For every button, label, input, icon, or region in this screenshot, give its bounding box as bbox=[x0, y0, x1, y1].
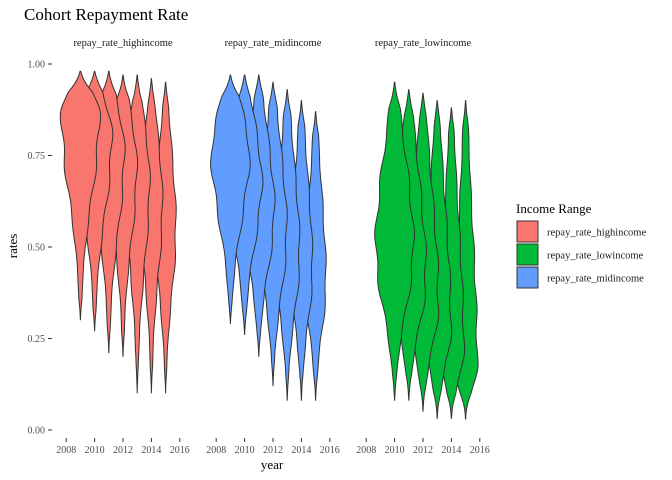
x-tick-label: 2016 bbox=[170, 445, 190, 456]
x-tick-label: 2010 bbox=[235, 445, 255, 456]
facet-panel-repay_rate_highincome: repay_rate_highincome 2008 2010 2012 2014 201… bbox=[56, 38, 190, 456]
facet-strip-label: repay_rate_highincome bbox=[73, 38, 172, 49]
facet-panel-repay_rate_midincome: repay_rate_midincome 2008 2010 2012 2014 2016 bbox=[206, 38, 340, 456]
legend-title: Income Range bbox=[516, 201, 592, 216]
x-tick-label: 2010 bbox=[385, 445, 405, 456]
x-axis-title: year bbox=[261, 457, 284, 472]
y-axis-title: rates bbox=[5, 234, 20, 259]
x-tick-label: 2014 bbox=[141, 445, 161, 456]
x-tick-label: 2012 bbox=[263, 445, 283, 456]
legend-label: repay_rate_lowincome bbox=[547, 251, 644, 262]
violin-2015 bbox=[154, 81, 177, 394]
violin-2009 bbox=[210, 74, 251, 324]
facet-strip-label: repay_rate_lowincome bbox=[375, 38, 472, 49]
violin-2010 bbox=[374, 81, 415, 401]
panels: repay_rate_highincome 2008 2010 2012 2014 201… bbox=[56, 38, 490, 456]
y-axis: 0.00 0.25 0.50 0.75 1.00 bbox=[28, 60, 52, 437]
x-tick-label: 2014 bbox=[291, 445, 311, 456]
x-tick-label: 2012 bbox=[413, 445, 433, 456]
x-tick-label: 2012 bbox=[113, 445, 133, 456]
x-tick-label: 2014 bbox=[441, 445, 461, 456]
legend-key bbox=[516, 266, 539, 289]
y-tick-label: 0.25 bbox=[28, 334, 46, 345]
facet-strip-label: repay_rate_midincome bbox=[225, 38, 322, 49]
y-tick-label: 0.50 bbox=[28, 243, 46, 254]
facet-panel-repay_rate_lowincome: repay_rate_lowincome 2008 2010 2012 2014 2016 bbox=[356, 38, 490, 456]
x-tick-label: 2010 bbox=[85, 445, 105, 456]
legend-label: repay_rate_highincome bbox=[547, 228, 646, 239]
legend-label: repay_rate_midincome bbox=[547, 274, 644, 285]
legend-key bbox=[516, 243, 539, 266]
y-tick-label: 0.00 bbox=[28, 426, 46, 437]
violin-2009 bbox=[59, 70, 102, 321]
y-tick-label: 0.75 bbox=[28, 151, 46, 162]
x-tick-label: 2016 bbox=[470, 445, 490, 456]
x-tick-label: 2008 bbox=[356, 445, 376, 456]
chart-title: Cohort Repayment Rate bbox=[24, 5, 188, 24]
x-tick-label: 2008 bbox=[56, 445, 76, 456]
x-tick-label: 2016 bbox=[320, 445, 340, 456]
legend-key bbox=[516, 220, 539, 243]
x-tick-label: 2008 bbox=[206, 445, 226, 456]
y-tick-label: 1.00 bbox=[28, 60, 46, 71]
legend: Income Range repay_rate_highincome repay_… bbox=[516, 201, 646, 289]
